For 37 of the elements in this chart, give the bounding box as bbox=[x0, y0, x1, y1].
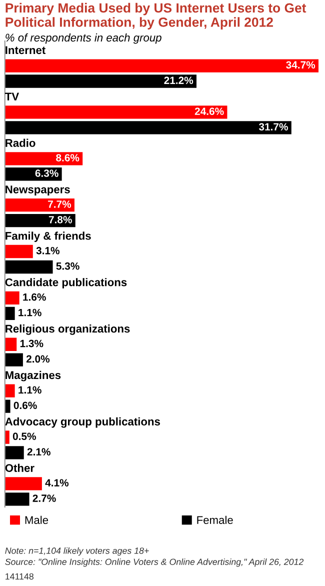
data-label: 8.6% bbox=[56, 154, 80, 162]
y-tick-label: Advocacy group publications bbox=[5, 417, 160, 428]
data-label: 21.2% bbox=[164, 76, 194, 84]
y-tick-label: Magazines bbox=[6, 370, 61, 382]
data-label: 0.6% bbox=[14, 402, 37, 410]
data-label: 2.0% bbox=[26, 355, 50, 363]
y-tick-label: TV bbox=[5, 92, 19, 100]
legend-label: Male bbox=[25, 516, 48, 524]
data-label: 1.1% bbox=[18, 386, 42, 394]
data-label: 31.7% bbox=[258, 123, 288, 131]
data-label: 6.3% bbox=[35, 170, 58, 177]
data-label: 4.1% bbox=[45, 479, 69, 486]
data-label: 7.7% bbox=[48, 200, 72, 208]
text: 141148 bbox=[6, 573, 34, 580]
legend-label: Female bbox=[197, 516, 233, 524]
y-tick-label: Newspapers bbox=[6, 186, 70, 196]
data-label: 1.1% bbox=[18, 308, 42, 316]
data-label: 5.3% bbox=[56, 262, 80, 270]
y-tick-label: Radio bbox=[6, 138, 36, 147]
y-tick-label: Internet bbox=[6, 46, 46, 54]
data-label: 2.1% bbox=[27, 448, 50, 456]
y-tick-label: Candidate publications bbox=[5, 278, 127, 288]
chart-subtitle: % of respondents in each group bbox=[6, 33, 162, 44]
y-tick-label: Religious organizations bbox=[6, 324, 130, 335]
data-label: 1.3% bbox=[20, 340, 44, 348]
data-label: 3.1% bbox=[36, 246, 60, 254]
y-tick-label: Family & friends bbox=[6, 232, 91, 242]
y-tick-label: Other bbox=[5, 464, 34, 472]
source-note: Source: "Online Insights: Online Voters & Online Advertising," April 26, 2012 bbox=[5, 558, 304, 567]
chart-title: Primary Media Used by US Internet Users to Get Political Information, by Gender, April 2012 bbox=[6, 2, 306, 30]
text: Note: n=1,104 likely voters ages 18+ bbox=[5, 547, 149, 556]
data-label: 7.8% bbox=[48, 216, 72, 224]
data-label: 2.7% bbox=[32, 494, 56, 502]
data-label: 34.7% bbox=[286, 61, 316, 69]
data-label: 24.6% bbox=[194, 108, 224, 116]
data-label: 0.5% bbox=[12, 432, 36, 440]
data-label: 1.6% bbox=[23, 293, 46, 301]
